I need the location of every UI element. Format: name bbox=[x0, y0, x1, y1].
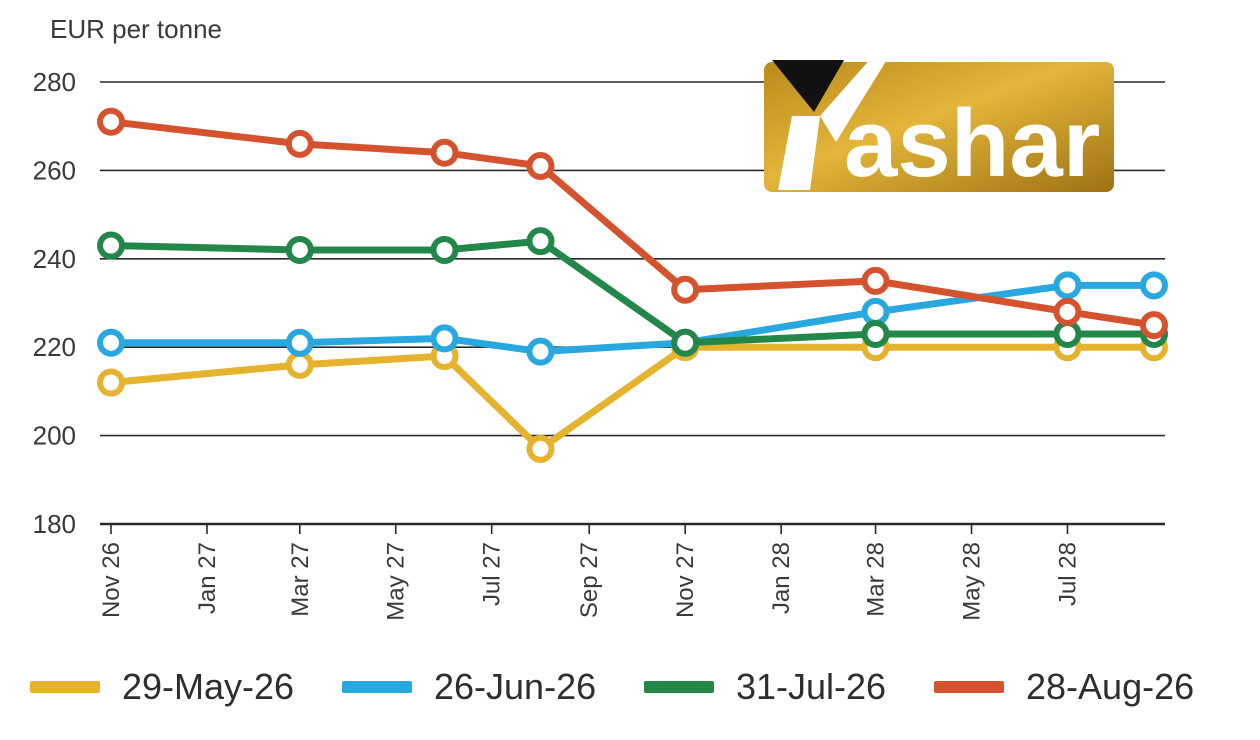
logo-text: ashar bbox=[844, 90, 1100, 194]
data-point bbox=[285, 328, 314, 357]
legend-label: 29-May-26 bbox=[122, 666, 295, 707]
series-layer bbox=[97, 107, 1168, 463]
series-29-May-26 bbox=[97, 333, 1168, 463]
x-tick-label: Jul 27 bbox=[479, 542, 506, 606]
data-point bbox=[861, 319, 890, 348]
x-tick-label: Jan 28 bbox=[768, 542, 795, 614]
data-point bbox=[97, 107, 126, 136]
legend-label: 28-Aug-26 bbox=[1026, 666, 1195, 707]
legend-item-29-may-26: 29-May-26 bbox=[30, 666, 294, 708]
data-point bbox=[526, 337, 555, 366]
y-tick-label: 280 bbox=[33, 67, 76, 97]
data-point bbox=[526, 434, 555, 463]
series-line bbox=[107, 343, 1158, 453]
x-tick-label: Sep 27 bbox=[576, 542, 603, 618]
legend-item-26-jun-26: 26-Jun-26 bbox=[342, 666, 596, 708]
data-point bbox=[1053, 297, 1082, 326]
data-point bbox=[861, 297, 890, 326]
x-tick-label: Mar 28 bbox=[863, 542, 890, 617]
data-point bbox=[430, 138, 459, 167]
data-point bbox=[671, 328, 700, 357]
x-tick-label: May 27 bbox=[383, 542, 410, 621]
data-point bbox=[861, 266, 890, 295]
data-point bbox=[285, 129, 314, 158]
y-tick-label: 240 bbox=[33, 244, 76, 274]
y-tick-label: 180 bbox=[33, 509, 76, 539]
legend-item-31-jul-26: 31-Jul-26 bbox=[644, 666, 886, 708]
y-axis-ticks: 180 200 220 240 260 280 bbox=[33, 67, 76, 539]
data-point bbox=[1053, 271, 1082, 300]
data-point bbox=[671, 275, 700, 304]
legend-item-28-aug-26: 28-Aug-26 bbox=[934, 666, 1194, 708]
data-point bbox=[97, 328, 126, 357]
y-tick-label: 220 bbox=[33, 332, 76, 362]
data-point bbox=[285, 235, 314, 264]
series-line bbox=[107, 237, 1158, 347]
y-tick-label: 200 bbox=[33, 421, 76, 451]
yashar-logo: ashar bbox=[762, 42, 1118, 197]
legend-swatch bbox=[644, 681, 714, 693]
data-point bbox=[526, 151, 555, 180]
y-tick-label: 260 bbox=[33, 155, 76, 185]
legend-swatch bbox=[30, 681, 100, 693]
legend-swatch bbox=[342, 681, 412, 693]
legend-label: 26-Jun-26 bbox=[434, 666, 597, 707]
data-point bbox=[97, 231, 126, 260]
x-tick-label: Nov 27 bbox=[672, 542, 699, 618]
data-point bbox=[1139, 311, 1168, 340]
legend: 29-May-26 26-Jun-26 31-Jul-26 28-Aug-26 bbox=[30, 666, 1240, 716]
data-point bbox=[430, 324, 459, 353]
data-point bbox=[526, 227, 555, 256]
y-axis-label: EUR per tonne bbox=[50, 14, 222, 44]
x-tick-label: Jan 27 bbox=[194, 542, 221, 614]
x-tick-label: Mar 27 bbox=[287, 542, 314, 617]
data-point bbox=[97, 368, 126, 397]
data-point bbox=[1053, 319, 1082, 348]
x-tick-label: Nov 26 bbox=[98, 542, 125, 618]
legend-swatch bbox=[934, 681, 1004, 693]
x-tick-label: May 28 bbox=[959, 542, 986, 621]
series-line bbox=[107, 281, 1158, 356]
series-line bbox=[107, 118, 1158, 329]
x-axis: Nov 26 Jan 27 Mar 27 May 27 Jul 27 Sep 27 Nov … bbox=[98, 522, 1165, 621]
data-point bbox=[285, 350, 314, 379]
legend-label: 31-Jul-26 bbox=[736, 666, 887, 707]
data-point bbox=[430, 235, 459, 264]
x-tick-label: Jul 28 bbox=[1054, 542, 1081, 606]
series-28-Aug-26 bbox=[97, 107, 1168, 340]
line-chart: 180 200 220 240 260 280 Nov 26 Jan 27 Mar 27 May… bbox=[33, 67, 1168, 621]
data-point bbox=[1139, 271, 1168, 300]
